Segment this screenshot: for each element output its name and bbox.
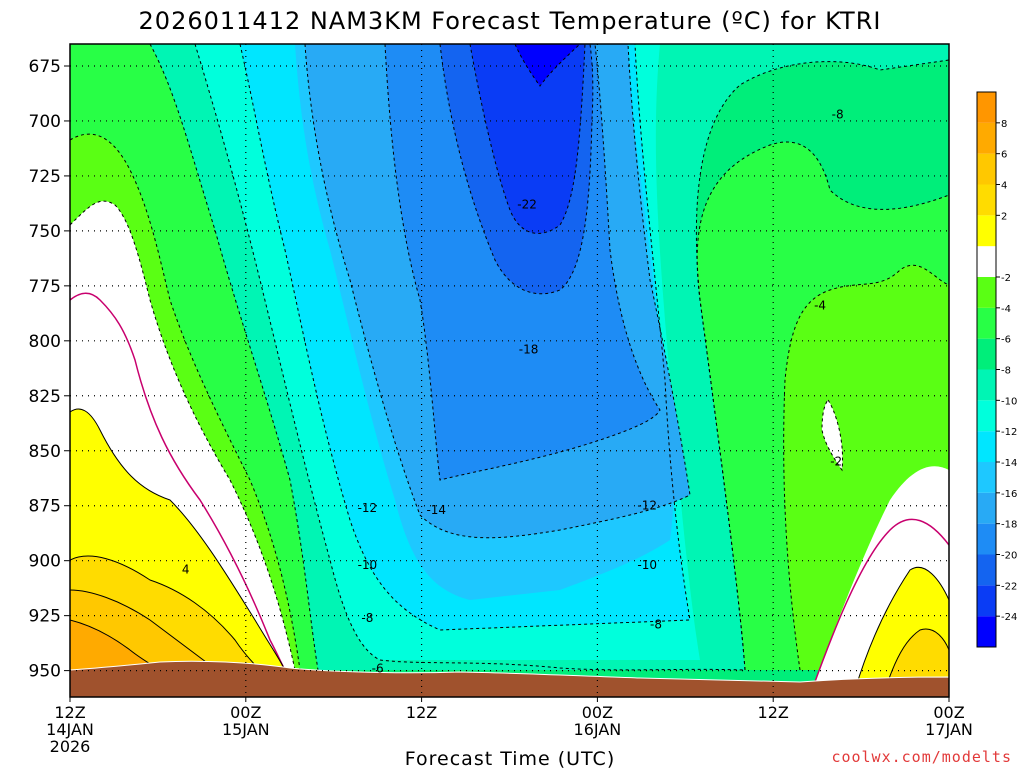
colorbar-swatch (977, 431, 996, 462)
colorbar-label: -24 (1001, 612, 1017, 623)
colorbar-swatch (977, 153, 996, 185)
credit-link[interactable]: coolwx.com/modelts (831, 748, 1012, 766)
colorbar-swatch (977, 492, 996, 524)
x-tick-label: 00Z (933, 703, 964, 722)
colorbar-swatch (977, 523, 996, 555)
x-axis-title: Forecast Time (UTC) (405, 748, 615, 768)
contour-label: -6 (372, 661, 384, 675)
x-tick-label: 00Z (230, 703, 261, 722)
contour-label: -8 (832, 107, 844, 121)
contour-labels: -22 -18 -14 -12 -12 -10 -10 -8 -8 -6 -8 -4 -2 4 (182, 107, 844, 675)
colorbar-label: -12 (1001, 427, 1017, 438)
contour-label: -8 (361, 611, 373, 625)
y-tick-label: 825 (29, 387, 61, 407)
y-tick-label: 750 (29, 222, 61, 242)
contour-label: -18 (519, 343, 539, 357)
colorbar-label: -22 (1001, 581, 1017, 592)
colorbar-swatch (977, 585, 996, 617)
x-tick-label: 2026 (50, 737, 91, 756)
terrain (70, 660, 949, 697)
colorbar-label: 2 (1001, 211, 1007, 222)
x-tick-label: 12Z (758, 703, 789, 722)
colorbar-swatch (977, 307, 996, 339)
colorbar-swatch (977, 369, 996, 401)
x-tick-label: 00Z (582, 703, 613, 722)
colorbar-swatch (977, 400, 996, 432)
x-tick-label: 15JAN (222, 720, 270, 739)
colorbar-label: -8 (1001, 366, 1011, 377)
y-tick-label: 900 (29, 552, 61, 572)
colorbar-label: -16 (1001, 489, 1017, 500)
band-plus8-left (70, 620, 160, 670)
colorbar-label: -2 (1001, 273, 1011, 284)
y-axis: 675 700 725 750 775 800 825 850 875 900 925 950 (29, 57, 70, 682)
x-tick-label: 17JAN (925, 720, 973, 739)
colorbar-swatch (977, 246, 996, 277)
contour-label: -4 (814, 299, 826, 313)
colorbar-label: -14 (1001, 458, 1017, 469)
contour-label: -12 (358, 501, 378, 515)
colorbar-label: -20 (1001, 551, 1017, 562)
colorbar-label: -18 (1001, 520, 1017, 531)
zero-contours (70, 292, 949, 691)
band-zero-island (822, 400, 843, 470)
x-tick-label: 12Z (406, 703, 437, 722)
colorbar-label: 4 (1001, 181, 1007, 192)
positive-contours (70, 408, 949, 691)
contour-label: 4 (182, 562, 190, 576)
negative-contours (70, 44, 949, 671)
colorbar-swatch (977, 92, 996, 123)
colorbar-label: -4 (1001, 304, 1011, 315)
grid-lines (70, 44, 949, 697)
y-tick-label: 850 (29, 442, 61, 462)
band-minus24 (515, 44, 580, 86)
y-tick-label: 775 (29, 277, 61, 297)
y-tick-label: 950 (29, 662, 61, 682)
contour-label: -12 (637, 499, 657, 513)
band-minus22 (470, 44, 585, 234)
colorbar-label: 8 (1001, 119, 1007, 130)
y-tick-label: 925 (29, 607, 61, 627)
colorbar-label: -10 (1001, 396, 1017, 407)
band-plus4-right (885, 629, 949, 690)
x-tick-label: 12Z (54, 703, 85, 722)
colorbar-swatch (977, 184, 996, 216)
colorbar-swatch (977, 215, 996, 247)
chart-title: 2026011412 NAM3KM Forecast Temperature (… (139, 7, 882, 35)
contour-label: -22 (517, 198, 537, 212)
colorbar-swatch (977, 616, 996, 647)
colorbar-swatch (977, 338, 996, 370)
contour-label: -10 (358, 558, 378, 572)
contour-label: -10 (637, 558, 657, 572)
colorbar-swatch (977, 122, 996, 154)
y-tick-label: 725 (29, 167, 61, 187)
colorbar-label: -6 (1001, 335, 1011, 346)
colorbar-swatch (977, 462, 996, 493)
plot-area: -22 -18 -14 -12 -12 -10 -10 -8 -8 -6 -8 -4 -2 4 (70, 44, 949, 697)
plot-frame (69, 43, 950, 698)
y-tick-label: 700 (29, 112, 61, 132)
contour-label: -8 (650, 617, 662, 631)
x-tick-label: 16JAN (574, 720, 622, 739)
contour-label: -14 (426, 503, 446, 517)
colorbar-label: 6 (1001, 150, 1007, 161)
colorbar-swatch (977, 277, 996, 308)
y-tick-label: 800 (29, 332, 61, 352)
y-tick-label: 675 (29, 57, 61, 77)
contour-label: -2 (830, 455, 842, 469)
x-tick-label: 14JAN (46, 720, 94, 739)
colorbar-swatch (977, 554, 996, 586)
y-tick-label: 875 (29, 497, 61, 517)
